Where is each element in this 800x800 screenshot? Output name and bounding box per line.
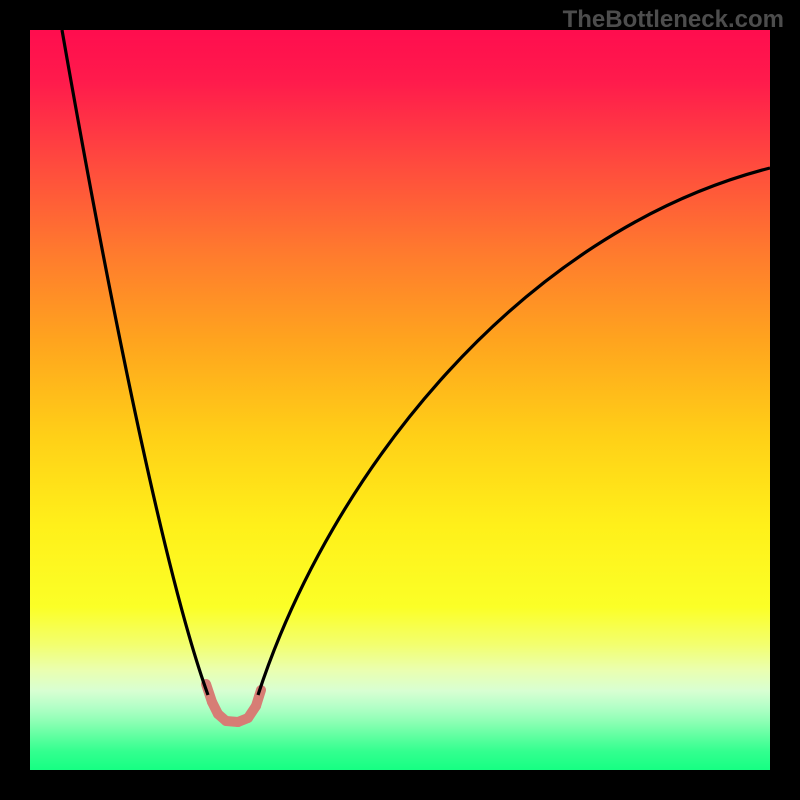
stage: TheBottleneck.com [0, 0, 800, 800]
valley-marker [206, 684, 261, 722]
left-curve [62, 30, 208, 695]
chart-overlay [0, 0, 800, 800]
watermark-text: TheBottleneck.com [563, 6, 784, 34]
right-curve [258, 168, 770, 695]
